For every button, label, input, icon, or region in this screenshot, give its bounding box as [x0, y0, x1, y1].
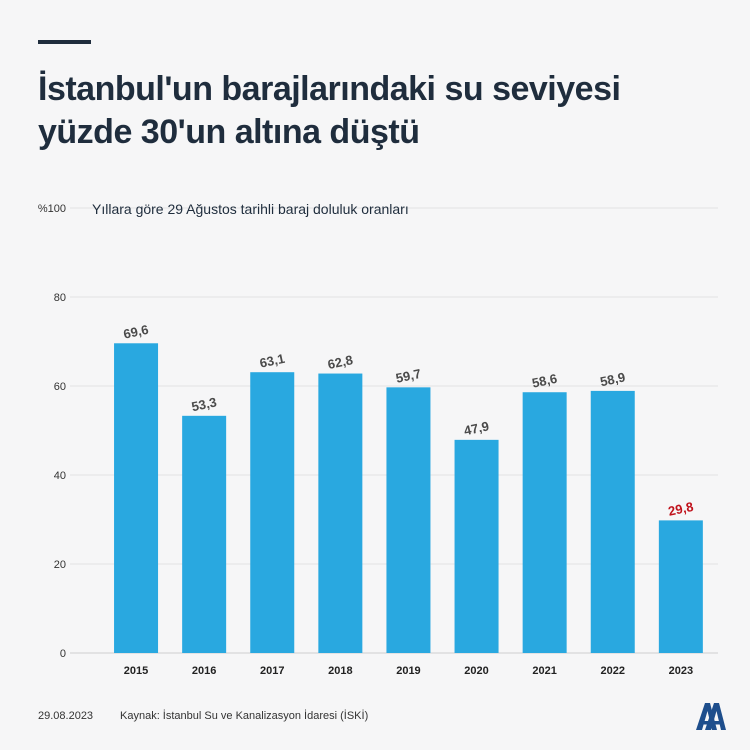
x-tick-label: 2020: [464, 665, 488, 677]
y-tick-label: 40: [54, 470, 66, 482]
y-tick-label: 60: [54, 381, 66, 393]
value-label: 62,8: [326, 352, 354, 372]
bar-2020: [454, 439, 499, 653]
page-title: İstanbul'un barajlarındaki su seviyesi y…: [38, 70, 621, 151]
value-label: 58,6: [531, 371, 559, 391]
x-tick-label: 2023: [669, 665, 693, 677]
y-tick-label: 20: [54, 559, 66, 571]
bar-2018: [318, 373, 363, 653]
source-note: Kaynak: İstanbul Su ve Kanalizasyon İdar…: [120, 710, 369, 722]
publish-date: 29.08.2023: [38, 710, 94, 722]
bar-2017: [250, 372, 295, 653]
bar-2023: [658, 520, 703, 653]
value-label: 69,6: [122, 322, 150, 342]
x-tick-label: 2015: [124, 665, 148, 677]
x-tick-label: 2022: [601, 665, 625, 677]
x-tick-label: 2018: [328, 665, 352, 677]
value-label: 47,9: [463, 418, 491, 438]
value-label: 58,9: [599, 369, 627, 389]
x-tick-label: 2017: [260, 665, 284, 677]
x-tick-label: 2021: [532, 665, 556, 677]
bar-2022: [590, 390, 635, 653]
value-label: 59,7: [394, 366, 422, 386]
y-tick-label: 0: [60, 648, 66, 660]
value-label: 29,8: [667, 499, 695, 519]
logo-bar: [701, 721, 723, 725]
bar-2016: [182, 415, 227, 653]
value-label: 53,3: [190, 394, 218, 414]
y-tick-label: %100: [38, 203, 66, 215]
x-tick-label: 2016: [192, 665, 216, 677]
bar-2021: [522, 392, 567, 653]
x-tick-label: 2019: [396, 665, 420, 677]
value-label: 63,1: [258, 351, 286, 371]
aa-logo-icon: [696, 703, 726, 730]
chart-subtitle: Yıllara göre 29 Ağustos tarihli baraj do…: [92, 201, 409, 217]
top-accent-rule: [38, 40, 91, 44]
bar-2015: [114, 343, 159, 653]
y-tick-label: 80: [54, 292, 66, 304]
bar-2019: [386, 387, 431, 653]
